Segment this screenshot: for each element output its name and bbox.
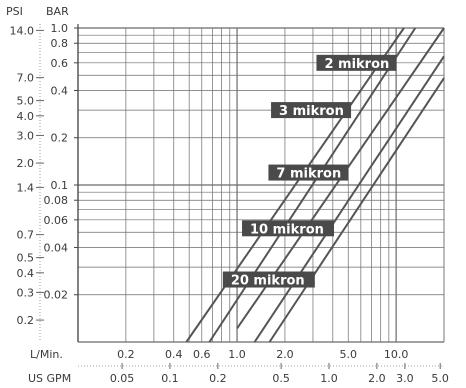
bar-tick-label: 0.1: [51, 179, 69, 192]
series-label-box: [242, 220, 335, 237]
psi-tick-label: 0.7: [17, 229, 35, 242]
series-label-text: 3 mikron: [279, 104, 344, 119]
gpm-tick-label: 0.2: [209, 372, 227, 385]
bar-unit-label: BAR: [46, 5, 69, 18]
gpm-unit-label: US GPM: [28, 372, 71, 385]
series-label-box: [316, 54, 397, 71]
psi-tick-label: 5.0: [17, 95, 35, 108]
axes: 1.0 0.8 0.6 0.4 0.2 0.1 0.08 0.06 0.04 0.02 14.0 7.…: [10, 22, 449, 385]
lmin-tick-label: 1.0: [228, 348, 246, 361]
bar-tick-label: 0.06: [44, 214, 69, 227]
series-line: [268, 77, 445, 343]
gpm-tick-label: 2.0: [368, 372, 386, 385]
psi-tick-label: 0.4: [17, 267, 35, 280]
series-line: [253, 55, 445, 343]
series-label-text: 2 mikron: [324, 57, 389, 72]
psi-tick-label: 3.0: [17, 129, 35, 142]
psi-tick-label: 7.0: [17, 72, 35, 85]
lmin-unit-label: L/Min.: [30, 348, 63, 361]
lmin-tick-label: 5.0: [339, 348, 357, 361]
bar-tick-label: 0.8: [51, 37, 69, 50]
lmin-tick-label: 0.2: [117, 348, 135, 361]
bar-tick-label: 0.08: [44, 194, 69, 207]
bar-tick-label: 0.6: [51, 57, 69, 70]
bar-tick-label: 0.04: [44, 241, 69, 254]
series-line: [185, 27, 405, 343]
psi-tick-label: 0.5: [17, 252, 35, 265]
psi-tick-label: 2.0: [17, 157, 35, 170]
gpm-tick-label: 0.5: [272, 372, 290, 385]
bar-tick-label: 1.0: [51, 22, 69, 35]
lmin-tick-label: 2.0: [276, 348, 294, 361]
series-label-text: 7 mikron: [276, 167, 341, 182]
gpm-tick-label: 5.0: [431, 372, 449, 385]
bar-tick-label: 0.02: [44, 289, 69, 302]
lmin-tick-label: 0.6: [193, 348, 211, 361]
gpm-tick-label: 0.05: [110, 372, 135, 385]
psi-tick-label: 0.3: [17, 286, 35, 299]
bar-tick-label: 0.4: [51, 84, 69, 97]
lmin-tick-label: 10.0: [384, 348, 409, 361]
lmin-tick-label: 0.4: [165, 348, 183, 361]
series-labels: 2 mikron 3 mikron 7 mikron 10 mikron 20 mikr…: [222, 54, 397, 289]
psi-tick-label: 4.0: [17, 110, 35, 123]
series-label-text: 10 mikron: [250, 222, 324, 237]
series-line: [208, 27, 417, 343]
gpm-tick-label: 3.0: [396, 372, 414, 385]
gpm-tick-label: 1.0: [320, 372, 338, 385]
psi-tick-label: 1.4: [17, 181, 35, 194]
series-label-box: [271, 102, 352, 119]
series-label-text: 20 mikron: [231, 274, 305, 289]
series-label-box: [222, 271, 315, 288]
bar-tick-label: 0.2: [51, 132, 69, 145]
psi-tick-label: 0.2: [17, 314, 35, 327]
psi-unit-label: PSI: [6, 5, 23, 18]
gpm-tick-label: 0.1: [161, 372, 179, 385]
psi-tick-label: 14.0: [10, 24, 35, 37]
series-label-box: [268, 164, 349, 181]
